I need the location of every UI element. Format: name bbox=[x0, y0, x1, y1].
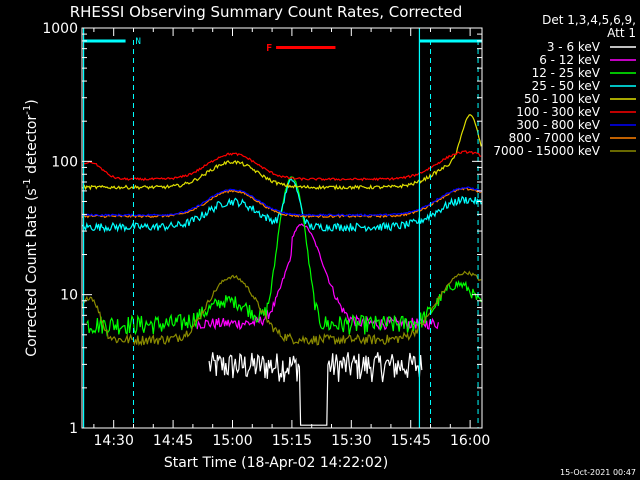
series-line bbox=[196, 223, 439, 331]
y-tick-label: 10 bbox=[60, 288, 78, 304]
x-tick-label: 15:15 bbox=[272, 433, 312, 449]
legend-label: 3 - 6 keV bbox=[547, 40, 601, 54]
series-line bbox=[208, 352, 423, 426]
series-line bbox=[81, 187, 482, 219]
flags-layer: NF bbox=[82, 28, 482, 428]
y-label-sup-1: -1 bbox=[22, 178, 33, 188]
legend-label: 100 - 300 keV bbox=[516, 105, 600, 119]
series-line bbox=[86, 176, 482, 337]
x-tick-label: 16:00 bbox=[450, 433, 490, 449]
series-line bbox=[81, 186, 482, 217]
night-flag-label: N bbox=[135, 37, 140, 47]
legend-label: 12 - 25 keV bbox=[532, 66, 601, 80]
flare-flag-label: F bbox=[266, 43, 272, 54]
y-label-mid: detector bbox=[24, 115, 40, 179]
y-tick-label: 1 bbox=[69, 421, 78, 437]
y-label-sup-2: -1 bbox=[22, 105, 33, 115]
series-line bbox=[81, 177, 482, 233]
x-axis-label: Start Time (18-Apr-02 14:22:02) bbox=[164, 455, 388, 471]
y-label-suffix: ) bbox=[24, 99, 40, 104]
chart-title: RHESSI Observing Summary Count Rates, Co… bbox=[70, 3, 463, 21]
legend-header-detectors: Det 1,3,4,5,6,9, bbox=[542, 13, 636, 27]
plot-frame bbox=[81, 27, 483, 429]
series-line bbox=[81, 150, 482, 182]
x-tick-label: 14:30 bbox=[94, 433, 134, 449]
series-layer bbox=[81, 114, 482, 426]
series-line bbox=[81, 114, 482, 191]
x-tick-label: 14:45 bbox=[153, 433, 193, 449]
legend-label: 300 - 800 keV bbox=[516, 118, 600, 132]
footer-timestamp: 15-Oct-2021 00:47 bbox=[560, 468, 636, 477]
legend-header-attenuator: Att 1 bbox=[607, 26, 636, 40]
legend-label: 50 - 100 keV bbox=[524, 92, 601, 106]
legend-label: 7000 - 15000 keV bbox=[493, 144, 600, 158]
axes-layer: 14:30 14:45 15:00 15:15 15:30 15:45 16:00 1 10 10… bbox=[42, 21, 490, 449]
x-tick-label: 15:30 bbox=[331, 433, 371, 449]
series-line bbox=[81, 270, 482, 347]
y-tick-label: 100 bbox=[51, 154, 78, 170]
legend-label: 25 - 50 keV bbox=[532, 79, 601, 93]
y-tick-label: 1000 bbox=[42, 21, 78, 37]
y-label-prefix: Corrected Count Rate (s bbox=[24, 188, 40, 356]
y-axis-label: Corrected Count Rate (s-1 detector-1) bbox=[22, 99, 40, 356]
x-tick-label: 15:45 bbox=[391, 433, 431, 449]
legend-label: 6 - 12 keV bbox=[539, 53, 601, 67]
legend-label: 800 - 7000 keV bbox=[509, 131, 601, 145]
x-tick-label: 15:00 bbox=[212, 433, 252, 449]
